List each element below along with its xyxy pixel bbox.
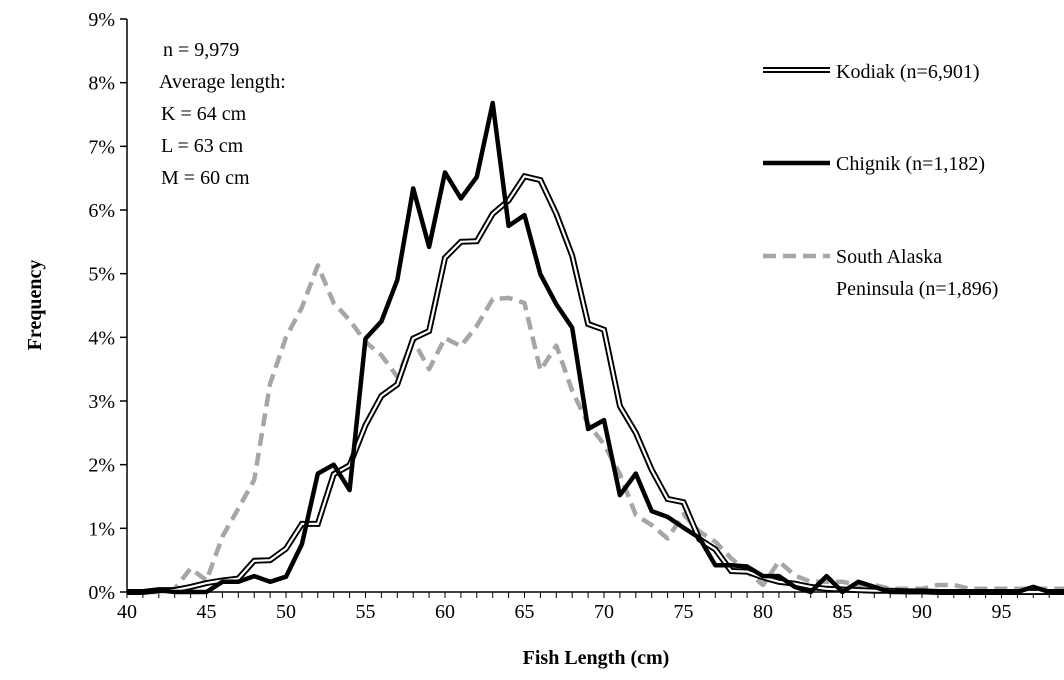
- series-line-kodiak-n: [127, 172, 1064, 595]
- x-axis-title: Fish Length (cm): [523, 647, 670, 669]
- x-tick-label: 95: [992, 601, 1012, 623]
- legend-label-south-alaska-peninsula: South Alaska Peninsula (n=1,896): [836, 246, 998, 300]
- y-axis-title: Frequency: [24, 260, 46, 351]
- x-tick-label: 90: [912, 601, 932, 623]
- y-tick-label: 9%: [88, 9, 115, 31]
- series-line-south-alaska-peninsula-n: [127, 263, 1064, 595]
- legend-label-sap-line-2: Peninsula (n=1,896): [836, 278, 998, 300]
- x-tick-label: 85: [833, 601, 853, 623]
- x-tick-label: 45: [197, 601, 217, 623]
- y-tick-label: 1%: [88, 518, 115, 540]
- legend-label-kodiak: Kodiak (n=6,901): [836, 61, 979, 83]
- x-tick-label: 50: [276, 601, 296, 623]
- y-tick-label: 6%: [88, 200, 115, 222]
- x-tick-label: 65: [515, 601, 535, 623]
- annotation-box: n = 9,979 Average length: K = 64 cm L = …: [159, 39, 286, 189]
- x-tick-label: 55: [356, 601, 376, 623]
- annotation-line-5: M = 60 cm: [161, 167, 250, 189]
- annotation-line-2: Average length:: [159, 71, 286, 93]
- annotation-line-4: L = 63 cm: [161, 135, 244, 157]
- x-tick-label: 75: [674, 601, 694, 623]
- legend-item-chignik: Chignik (n=1,182): [763, 153, 985, 175]
- x-tick-label: 80: [753, 601, 773, 623]
- legend-item-south-alaska-peninsula: South Alaska Peninsula (n=1,896): [763, 246, 998, 300]
- x-tick-label: 70: [594, 601, 614, 623]
- plot-area: [127, 100, 1064, 595]
- legend-label-sap-line-1: South Alaska: [836, 246, 942, 268]
- chart-legend: Kodiak (n=6,901) Chignik (n=1,182) South…: [763, 61, 998, 300]
- legend-item-kodiak: Kodiak (n=6,901): [763, 61, 979, 83]
- y-tick-label: 4%: [88, 327, 115, 349]
- legend-label-chignik: Chignik (n=1,182): [836, 153, 985, 175]
- annotation-line-3: K = 64 cm: [161, 103, 247, 125]
- series-line-chignik-n: [127, 100, 1064, 595]
- x-tick-label: 40: [117, 601, 137, 623]
- chart-ticks: 0% 1% 2% 3% 4% 5% 6% 7% 8% 9% 40 45 50 55 60 65 70 75 80 85…: [88, 9, 1050, 623]
- y-tick-label: 5%: [88, 264, 115, 286]
- y-tick-label: 2%: [88, 455, 115, 477]
- y-tick-label: 7%: [88, 136, 115, 158]
- x-tick-label: 60: [435, 601, 455, 623]
- series-line-inner-kodiak-n: [127, 175, 1064, 594]
- y-tick-label: 8%: [88, 73, 115, 95]
- y-tick-label: 3%: [88, 391, 115, 413]
- annotation-line-1: n = 9,979: [163, 39, 239, 61]
- y-tick-label: 0%: [88, 582, 115, 604]
- chart-axes: [126, 19, 1064, 593]
